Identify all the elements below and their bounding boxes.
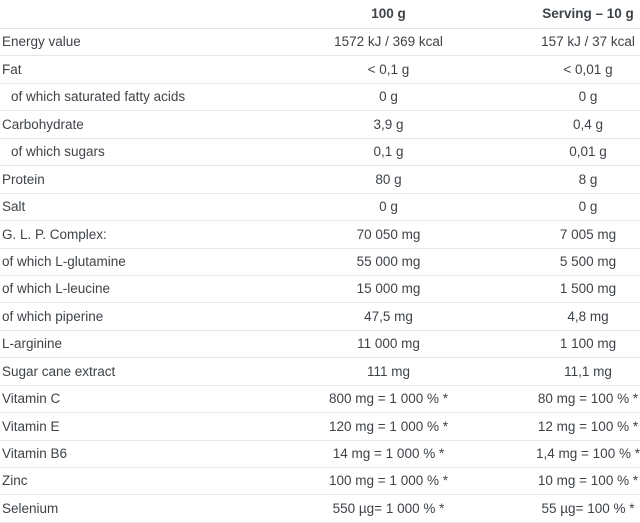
table-row-piperine: of which piperine 47,5 mg 4,8 mg xyxy=(0,302,640,331)
header-label-column xyxy=(0,0,322,29)
table-row-l-arginine: L-arginine 11 000 mg 1 100 mg xyxy=(0,330,640,359)
table-row-l-leucine: of which L-leucine 15 000 mg 1 500 mg xyxy=(0,275,640,304)
table-row-selenium: Selenium 550 µg= 1 000 % * 55 µg= 100 % … xyxy=(0,494,640,523)
row-label: of which piperine xyxy=(0,302,322,331)
table-row-l-glutamine: of which L-glutamine 55 000 mg 5 500 mg xyxy=(0,248,640,276)
row-label: L-arginine xyxy=(0,330,322,359)
row-value-100g: 14 mg = 1 000 % * xyxy=(322,440,455,469)
row-value-serving: 10 mg = 100 % * xyxy=(455,467,640,496)
row-label: Sugar cane extract xyxy=(0,357,322,386)
row-label: of which sugars xyxy=(0,138,322,167)
table-row-glp-complex: G. L. P. Complex: 70 050 mg 7 005 mg xyxy=(0,220,640,249)
table-row-vitamin-c: Vitamin C 800 mg = 1 000 % * 80 mg = 100… xyxy=(0,385,640,414)
row-value-100g: 0,1 g xyxy=(322,138,455,167)
row-label: of which L-glutamine xyxy=(0,248,322,276)
row-value-100g: < 0,1 g xyxy=(322,55,455,84)
table-row-salt: Salt 0 g 0 g xyxy=(0,193,640,222)
row-value-100g: 70 050 mg xyxy=(322,220,455,249)
row-value-serving: 4,8 mg xyxy=(455,302,640,331)
row-value-serving: 1 500 mg xyxy=(455,275,640,304)
row-label: Vitamin E xyxy=(0,412,322,441)
table-row-zinc: Zinc 100 mg = 1 000 % * 10 mg = 100 % * xyxy=(0,467,640,496)
row-value-serving: 55 µg= 100 % * xyxy=(455,494,640,523)
row-value-serving: 1,4 mg = 100 % * xyxy=(455,440,640,469)
row-label: Carbohydrate xyxy=(0,110,322,139)
row-value-serving: 0,4 g xyxy=(455,110,640,139)
table-row-fat: Fat < 0,1 g < 0,01 g xyxy=(0,55,640,84)
table-body: Energy value 1572 kJ / 369 kcal 157 kJ /… xyxy=(0,28,640,523)
row-value-serving: < 0,01 g xyxy=(455,55,640,84)
table-row-energy: Energy value 1572 kJ / 369 kcal 157 kJ /… xyxy=(0,28,640,57)
row-label: Selenium xyxy=(0,494,322,523)
row-value-100g: 0 g xyxy=(322,83,455,112)
header-serving-column: Serving – 10 g xyxy=(455,0,640,29)
row-value-serving: 80 mg = 100 % * xyxy=(455,385,640,414)
row-value-serving: 11,1 mg xyxy=(455,357,640,386)
table-row-protein: Protein 80 g 8 g xyxy=(0,165,640,194)
row-label: Vitamin C xyxy=(0,385,322,414)
row-value-100g: 0 g xyxy=(322,193,455,222)
row-value-100g: 1572 kJ / 369 kcal xyxy=(322,28,455,57)
row-value-serving: 1 100 mg xyxy=(455,330,640,359)
table-row-carbohydrate: Carbohydrate 3,9 g 0,4 g xyxy=(0,110,640,139)
row-value-serving: 157 kJ / 37 kcal xyxy=(455,28,640,57)
table-row-vitamin-e: Vitamin E 120 mg = 1 000 % * 12 mg = 100… xyxy=(0,412,640,441)
row-value-100g: 15 000 mg xyxy=(322,275,455,304)
table-row-sugar-cane-extract: Sugar cane extract 111 mg 11,1 mg xyxy=(0,357,640,386)
row-label: of which L-leucine xyxy=(0,275,322,304)
row-label: Energy value xyxy=(0,28,322,57)
table-row-vitamin-b6: Vitamin B6 14 mg = 1 000 % * 1,4 mg = 10… xyxy=(0,440,640,469)
row-value-100g: 100 mg = 1 000 % * xyxy=(322,467,455,496)
row-value-100g: 55 000 mg xyxy=(322,248,455,276)
row-label: G. L. P. Complex: xyxy=(0,220,322,249)
row-label: Protein xyxy=(0,165,322,194)
row-value-serving: 0 g xyxy=(455,193,640,222)
row-value-serving: 8 g xyxy=(455,165,640,194)
row-value-100g: 120 mg = 1 000 % * xyxy=(322,412,455,441)
row-value-serving: 0,01 g xyxy=(455,138,640,167)
row-value-100g: 550 µg= 1 000 % * xyxy=(322,494,455,523)
row-value-100g: 3,9 g xyxy=(322,110,455,139)
row-label: Zinc xyxy=(0,467,322,496)
row-value-serving: 5 500 mg xyxy=(455,248,640,276)
row-value-100g: 80 g xyxy=(322,165,455,194)
row-label: Fat xyxy=(0,55,322,84)
row-label: Vitamin B6 xyxy=(0,440,322,469)
row-value-100g: 111 mg xyxy=(322,357,455,386)
row-value-100g: 800 mg = 1 000 % * xyxy=(322,385,455,414)
table-row-sugars: of which sugars 0,1 g 0,01 g xyxy=(0,138,640,167)
row-value-serving: 12 mg = 100 % * xyxy=(455,412,640,441)
row-label: of which saturated fatty acids xyxy=(0,83,322,112)
table-header: 100 g Serving – 10 g xyxy=(0,0,640,29)
row-value-serving: 7 005 mg xyxy=(455,220,640,249)
header-100g-column: 100 g xyxy=(322,0,455,29)
row-label: Salt xyxy=(0,193,322,222)
header-row: 100 g Serving – 10 g xyxy=(0,0,640,29)
row-value-100g: 11 000 mg xyxy=(322,330,455,359)
table-row-saturated-fatty-acids: of which saturated fatty acids 0 g 0 g xyxy=(0,83,640,112)
row-value-serving: 0 g xyxy=(455,83,640,112)
row-value-100g: 47,5 mg xyxy=(322,302,455,331)
